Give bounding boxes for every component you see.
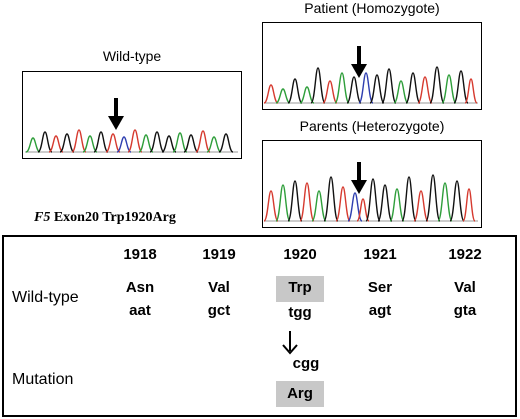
exon-mutation-title: F5 Exon20 Trp1920Arg (34, 210, 176, 226)
patient-peak-13 (417, 76, 433, 104)
mutant-codon: cgg (292, 355, 320, 372)
wildtype-peak-0 (25, 137, 41, 153)
position-1921: 1921 (363, 246, 397, 263)
wildtype-peak-5 (82, 135, 98, 153)
codon-1919: gct (207, 302, 231, 319)
wildtype-aa-highlight (276, 276, 324, 302)
patient-peak-10 (381, 68, 397, 104)
mutant-aa: Arg (287, 385, 313, 402)
aa-1921: Ser (367, 279, 393, 296)
wildtype-peak-3 (59, 133, 75, 153)
parents-panel-title: Parents (Heterozygote) (299, 118, 445, 134)
parents-peak-15 (437, 182, 453, 222)
patient-peak-17 (464, 78, 478, 104)
mutation-row-label: Mutation (12, 371, 74, 388)
parents-peak-11 (389, 188, 405, 222)
patient-peak-7 (346, 76, 362, 104)
parents-peak-6 (335, 186, 351, 222)
patient-peak-5 (322, 80, 338, 104)
wildtype-peak-8 (116, 136, 132, 153)
patient-peak-9 (369, 74, 385, 104)
parents-peak-14 (425, 174, 441, 222)
parents-peak-7 (347, 192, 363, 222)
patient-chromatogram (262, 22, 482, 110)
patient-peak-4 (310, 67, 326, 104)
wildtype-row-label: Wild-type (12, 289, 79, 306)
patient-peak-0 (263, 84, 279, 104)
wildtype-peak-6 (93, 131, 109, 153)
patient-trace-svg (263, 66, 478, 104)
wildtype-peak-16 (206, 136, 222, 153)
patient-peak-1 (275, 88, 291, 104)
wildtype-chromatogram (22, 71, 242, 159)
wildtype-arrow-icon (108, 98, 124, 130)
position-1919: 1919 (202, 246, 236, 263)
patient-peak-12 (405, 72, 421, 104)
wildtype-peak-2 (48, 135, 64, 153)
wildtype-trace-svg (25, 129, 238, 153)
wildtype-peak-10 (138, 134, 154, 153)
aa-1920: Trp (288, 279, 312, 296)
codon-table (2, 235, 517, 417)
patient-panel-title: Patient (Homozygote) (304, 0, 440, 16)
patient-peak-16 (453, 70, 469, 104)
codon-1920: tgg (288, 304, 312, 321)
codon-1918: aat (129, 302, 151, 319)
patient-peak-3 (299, 86, 315, 104)
parents-trace-svg (263, 174, 478, 222)
mutation-arrow-icon (282, 331, 298, 355)
mutant-aa-highlight (276, 381, 324, 407)
aa-1919: Val (208, 279, 230, 296)
position-1922: 1922 (448, 246, 482, 263)
patient-arrow-icon (351, 46, 367, 78)
patient-peak-6 (334, 72, 350, 104)
wildtype-peak-12 (161, 135, 177, 153)
exon-mutation-label: Exon20 Trp1920Arg (50, 210, 176, 225)
position-1920: 1920 (283, 246, 317, 263)
parents-peak-13 (413, 190, 429, 222)
wildtype-peak-14 (183, 134, 199, 153)
parents-peak-2 (287, 180, 303, 222)
parents-peak-5 (323, 176, 339, 222)
parents-chromatogram (262, 140, 482, 228)
wildtype-peak-13 (172, 132, 188, 153)
patient-peak-8 (358, 72, 374, 104)
parents-peak-17 (462, 188, 476, 222)
aa-1922: Val (454, 279, 476, 296)
parents-peak-3 (299, 182, 315, 222)
patient-peak-14 (429, 66, 445, 104)
position-1918: 1918 (123, 246, 157, 263)
parents-peak-10 (377, 184, 393, 222)
gene-name: F5 (34, 210, 51, 225)
patient-peak-15 (441, 74, 457, 104)
wildtype-peak-17 (218, 133, 234, 153)
parents-peak-12 (401, 176, 417, 222)
wildtype-peak-4 (71, 129, 87, 153)
wildtype-peak-1 (37, 131, 53, 153)
parents-peak-4 (311, 190, 327, 222)
parents-peak-16 (449, 180, 465, 222)
codon-1921: agt (368, 302, 392, 319)
wildtype-peak-11 (149, 131, 165, 153)
aa-1918: Asn (125, 279, 155, 296)
parents-peak-0 (263, 190, 279, 222)
parents-peak-9 (365, 178, 381, 222)
wildtype-peak-7 (105, 133, 121, 153)
parents-peak-1 (275, 184, 291, 222)
codon-1922: gta (453, 302, 477, 319)
parents-peak-8 (356, 198, 370, 222)
patient-peak-11 (393, 80, 409, 104)
wildtype-panel-title: Wild-type (102, 48, 162, 64)
wildtype-peak-9 (127, 129, 143, 153)
parents-arrow-icon (351, 162, 367, 194)
patient-peak-2 (287, 78, 303, 104)
wildtype-peak-15 (195, 130, 211, 153)
